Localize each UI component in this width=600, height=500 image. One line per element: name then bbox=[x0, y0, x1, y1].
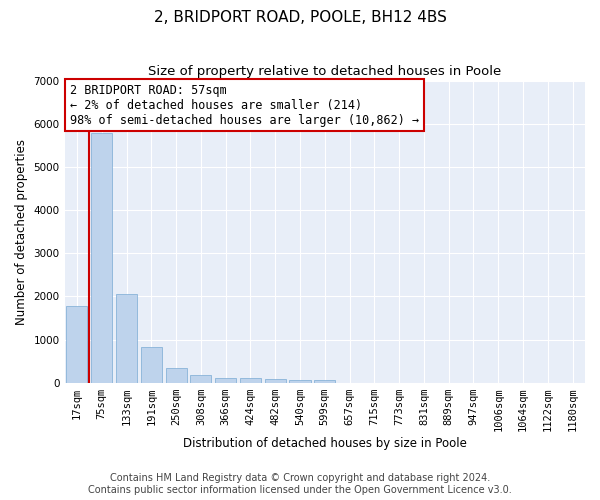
Bar bbox=[314, 380, 335, 383]
Text: Contains HM Land Registry data © Crown copyright and database right 2024.
Contai: Contains HM Land Registry data © Crown c… bbox=[88, 474, 512, 495]
Bar bbox=[190, 374, 211, 383]
Bar bbox=[166, 368, 187, 383]
Bar bbox=[240, 378, 261, 383]
Bar bbox=[141, 348, 162, 383]
Bar bbox=[116, 294, 137, 383]
Bar bbox=[91, 133, 112, 383]
X-axis label: Distribution of detached houses by size in Poole: Distribution of detached houses by size … bbox=[183, 437, 467, 450]
Title: Size of property relative to detached houses in Poole: Size of property relative to detached ho… bbox=[148, 65, 502, 78]
Text: 2 BRIDPORT ROAD: 57sqm
← 2% of detached houses are smaller (214)
98% of semi-det: 2 BRIDPORT ROAD: 57sqm ← 2% of detached … bbox=[70, 84, 419, 126]
Text: 2, BRIDPORT ROAD, POOLE, BH12 4BS: 2, BRIDPORT ROAD, POOLE, BH12 4BS bbox=[154, 10, 446, 25]
Bar bbox=[289, 380, 311, 383]
Bar bbox=[67, 306, 88, 383]
Y-axis label: Number of detached properties: Number of detached properties bbox=[15, 138, 28, 324]
Bar bbox=[215, 378, 236, 383]
Bar bbox=[265, 379, 286, 383]
